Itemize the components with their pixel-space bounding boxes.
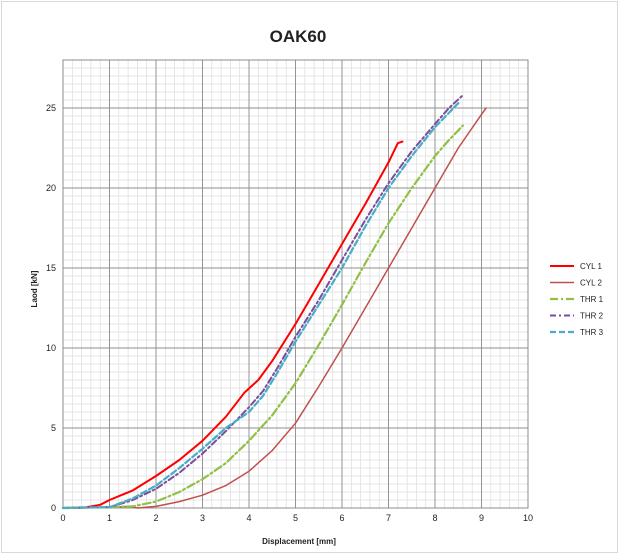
x-tick-label: 6 — [339, 513, 344, 523]
x-tick-label: 3 — [200, 513, 205, 523]
x-tick-label: 8 — [432, 513, 437, 523]
legend-label: THR 3 — [580, 328, 604, 337]
x-tick-label: 10 — [523, 513, 533, 523]
x-tick-label: 7 — [386, 513, 391, 523]
series-line-thr-2 — [62, 94, 464, 509]
chart-title: OAK60 — [270, 27, 327, 46]
y-tick-label: 20 — [46, 183, 56, 193]
x-tick-label: 2 — [153, 513, 158, 523]
series-line-cyl-1 — [62, 140, 404, 509]
x-tick-label: 1 — [107, 513, 112, 523]
legend-label: CYL 2 — [580, 279, 602, 288]
y-axis-label: Laod [kN] — [30, 270, 39, 307]
x-tick-label: 4 — [246, 513, 251, 523]
legend-label: CYL 1 — [580, 262, 602, 271]
y-tick-label: 5 — [51, 423, 56, 433]
y-tick-label: 15 — [46, 263, 56, 273]
tick-labels: 0 1 2 3 4 5 6 7 8 9 10 0 5 10 15 20 25 — [46, 103, 533, 523]
series-line-thr-3 — [61, 102, 460, 510]
x-tick-label: 0 — [60, 513, 65, 523]
legend-label: THR 1 — [580, 295, 604, 304]
x-axis-label: Displacement [mm] — [262, 537, 336, 546]
series-lines — [61, 94, 487, 510]
grid — [62, 59, 529, 509]
legend-label: THR 2 — [580, 312, 604, 321]
y-tick-label: 10 — [46, 343, 56, 353]
legend: CYL 1 CYL 2 THR 1 THR 2 THR 3 — [550, 262, 604, 337]
y-tick-label: 25 — [46, 103, 56, 113]
plot-area-border — [62, 59, 529, 509]
series-line-thr-1 — [61, 124, 464, 510]
y-tick-label: 0 — [51, 503, 56, 513]
x-tick-label: 5 — [293, 513, 298, 523]
x-tick-label: 9 — [479, 513, 484, 523]
series-line-cyl-2 — [62, 107, 487, 509]
